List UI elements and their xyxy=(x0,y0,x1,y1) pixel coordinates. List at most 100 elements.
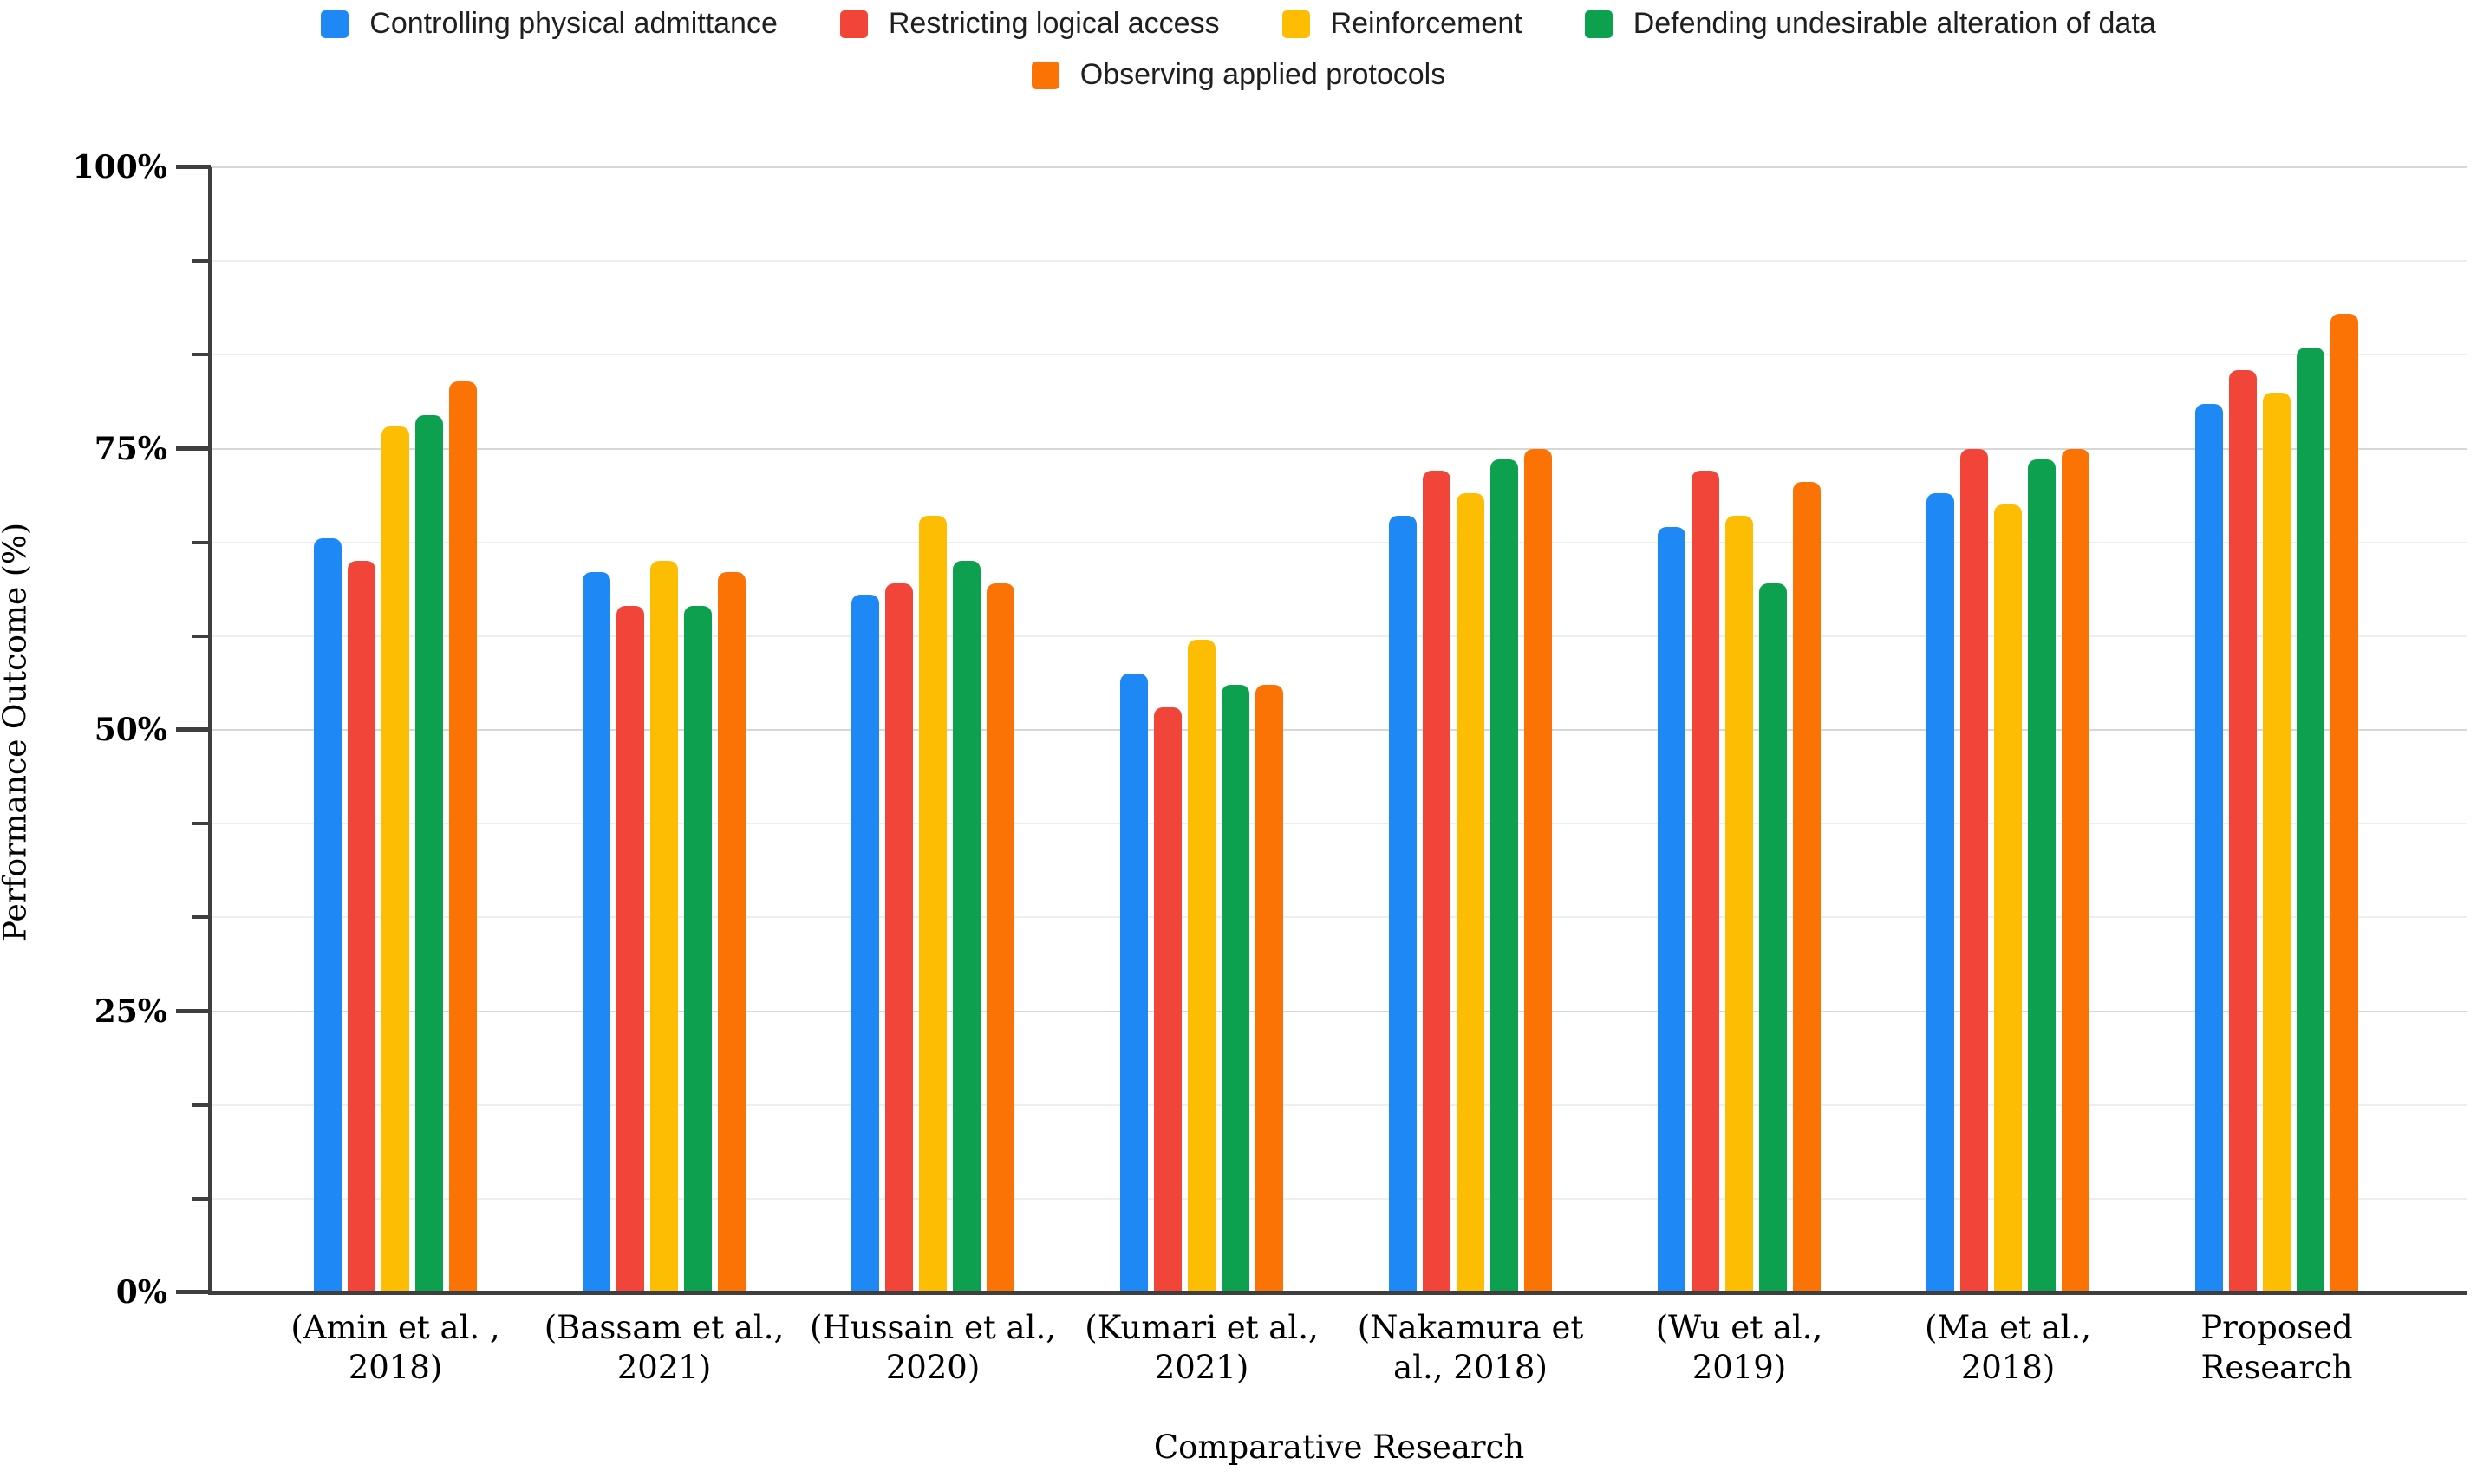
x-category-labels: (Amin et al. , 2018) (Bassam et al., 2021)(… xyxy=(211,1308,2467,1388)
legend-row: Controlling physical admittance Restricti… xyxy=(321,7,2156,41)
bar xyxy=(1490,459,1518,1292)
bar xyxy=(449,381,477,1292)
x-category-label-line: al., 2018) xyxy=(1393,1349,1548,1386)
minor-gridline xyxy=(211,823,2467,825)
y-tick-label: 25% xyxy=(94,993,167,1030)
x-category-label-line: (Kumari et al., xyxy=(1085,1309,1319,1346)
legend-label: Reinforcement xyxy=(1330,7,1522,40)
legend-label: Observing applied protocols xyxy=(1079,58,1446,91)
bar xyxy=(2330,313,2358,1292)
x-category-label: (Bassam et al., 2021) xyxy=(530,1308,799,1388)
x-axis-title: Comparative Research xyxy=(1153,1429,1525,1466)
bar-group xyxy=(1605,167,1874,1292)
x-category-label-line: (Amin et al. , xyxy=(290,1309,500,1346)
bar xyxy=(650,561,678,1292)
bar xyxy=(919,516,947,1292)
legend-swatch-icon xyxy=(1584,10,1613,38)
legend-swatch-icon xyxy=(1031,61,1059,89)
legend-item: Reinforcement xyxy=(1281,7,1522,41)
x-category-label: Proposed Research xyxy=(2142,1308,2411,1388)
y-axis-tick xyxy=(192,915,211,920)
bar xyxy=(1759,583,1787,1292)
x-category-label: (Amin et al. , 2018) xyxy=(261,1308,530,1388)
x-category-label-line: Research xyxy=(2200,1349,2353,1386)
legend-item: Restricting logical access xyxy=(839,7,1220,41)
x-category-label-line: 2018) xyxy=(348,1349,443,1386)
bar xyxy=(1222,685,1249,1292)
x-category-label-line: (Nakamura et xyxy=(1357,1309,1584,1346)
bar xyxy=(1120,674,1148,1292)
minor-gridline xyxy=(211,541,2467,543)
bar xyxy=(2229,369,2257,1292)
bar xyxy=(1926,493,1954,1292)
y-axis-tick xyxy=(192,634,211,638)
legend-label: Defending undesirable alteration of data xyxy=(1633,7,2156,40)
minor-gridline xyxy=(211,635,2467,637)
bar-group xyxy=(1336,167,1605,1292)
y-tick-label: 0% xyxy=(115,1274,167,1311)
bar-group xyxy=(530,167,799,1292)
legend-swatch-icon xyxy=(839,10,868,38)
legend-item: Controlling physical admittance xyxy=(321,7,778,41)
y-axis-tick xyxy=(176,1008,211,1013)
x-category-label: (Hussain et al., 2020) xyxy=(799,1308,1067,1388)
bar xyxy=(348,561,375,1292)
bar xyxy=(1793,482,1821,1292)
x-category-label-line: 2021) xyxy=(616,1349,712,1386)
x-category-label-line: (Hussain et al., xyxy=(810,1309,1056,1346)
legend-item: Observing applied protocols xyxy=(1031,58,1446,92)
y-axis-tick xyxy=(192,353,211,357)
x-category-label-line: 2021) xyxy=(1154,1349,1249,1386)
legend-item: Defending undesirable alteration of data xyxy=(1584,7,2156,41)
bar xyxy=(1725,516,1753,1292)
legend-swatch-icon xyxy=(321,10,349,38)
x-category-label-line: 2020) xyxy=(885,1349,981,1386)
y-axis-line xyxy=(208,167,212,1292)
minor-gridline xyxy=(211,1103,2467,1106)
x-axis-baseline xyxy=(208,1291,2467,1295)
bar xyxy=(1154,707,1182,1292)
x-category-label: (Ma et al., 2018) xyxy=(1874,1308,2142,1388)
minor-gridline xyxy=(211,354,2467,356)
bar xyxy=(2195,403,2223,1292)
legend-label: Controlling physical admittance xyxy=(369,7,778,40)
bar-group xyxy=(261,167,530,1292)
major-gridline xyxy=(211,166,2467,168)
bar xyxy=(616,606,644,1292)
bar xyxy=(684,606,712,1292)
y-axis-tick xyxy=(192,540,211,544)
chart-legend: Controlling physical admittance Restricti… xyxy=(0,7,2477,92)
y-axis-title: Performance Outcome (%) xyxy=(0,522,34,942)
bar xyxy=(583,572,610,1292)
legend-label: Restricting logical access xyxy=(888,7,1220,40)
bar-group xyxy=(1874,167,2142,1292)
y-tick-label: 100% xyxy=(72,149,167,186)
bar xyxy=(885,583,913,1292)
x-category-label: (Nakamura et al., 2018) xyxy=(1336,1308,1605,1388)
y-axis-tick xyxy=(192,1103,211,1107)
bar-group xyxy=(799,167,1067,1292)
bar xyxy=(2062,448,2089,1292)
y-tick-label: 75% xyxy=(94,430,167,467)
bar xyxy=(1524,448,1552,1292)
bar-group xyxy=(1067,167,1336,1292)
major-gridline xyxy=(211,729,2467,731)
x-category-label: (Kumari et al., 2021) xyxy=(1067,1308,1336,1388)
y-axis-tick xyxy=(176,1290,211,1294)
bar xyxy=(2028,459,2056,1292)
x-category-label: (Wu et al., 2019) xyxy=(1605,1308,1874,1388)
bar xyxy=(851,595,879,1292)
bar xyxy=(1423,471,1450,1292)
x-category-label-line: Proposed xyxy=(2200,1309,2353,1346)
legend-swatch-icon xyxy=(1281,10,1310,38)
bar xyxy=(1457,493,1484,1292)
bar xyxy=(1389,516,1417,1292)
x-category-label-line: 2018) xyxy=(1960,1349,2056,1386)
bar xyxy=(1658,527,1685,1292)
bar-group xyxy=(2142,167,2411,1292)
y-axis-tick xyxy=(176,727,211,732)
y-axis-tick xyxy=(176,165,211,169)
minor-gridline xyxy=(211,916,2467,919)
x-category-label-line: (Wu et al., xyxy=(1655,1309,1823,1346)
